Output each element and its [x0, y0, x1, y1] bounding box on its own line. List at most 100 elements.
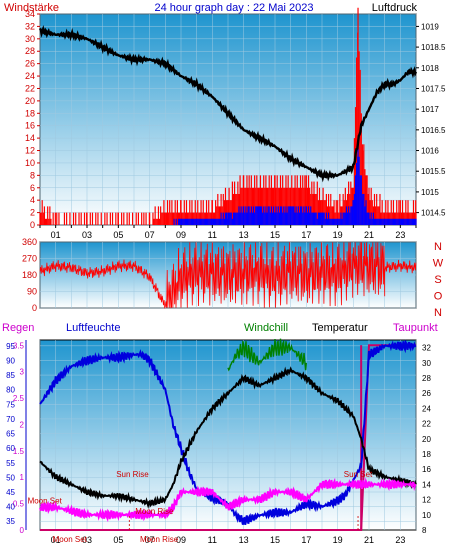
x-tick-label: 17 [301, 535, 311, 545]
rain-tick-label: 0.5 [13, 500, 25, 509]
pressure-tick-label: 1015 [421, 188, 439, 197]
wind-tick-label: 8 [30, 170, 35, 180]
rain-tick-label: 0 [20, 526, 25, 535]
sun-moon-label: Moon Set [53, 535, 88, 544]
wind-tick-label: 6 [30, 183, 35, 193]
x-tick-label: 07 [145, 230, 155, 240]
humidity-tick-label: 35 [6, 517, 15, 526]
hour-axis: 01 03 05 07 09 11 13 15 17 19 21 23 [39, 225, 417, 240]
x-tick-label: 09 [176, 230, 186, 240]
sun-moon-label: Moon Rise [135, 507, 174, 516]
x-tick-label: 15 [270, 535, 280, 545]
sun-moon-annotations: Moon Set Sun Rise Moon Rise Sun Set Moon Set… [28, 470, 373, 544]
humidity-tick-label: 40 [6, 503, 15, 512]
x-tick-label: 05 [113, 230, 123, 240]
pressure-tick-label: 1016 [421, 147, 439, 156]
pressure-tick-label: 1019 [421, 22, 439, 31]
temp-tick-label: 24 [422, 404, 431, 413]
wind-tick-label: 14 [25, 133, 35, 143]
wind-tick-label: 30 [25, 34, 35, 44]
wind-direction-series [39, 242, 417, 309]
chart-title: 24 hour graph day : 22 Mai 2023 [154, 2, 313, 14]
rain-tick-label: 3.5 [13, 341, 25, 350]
temp-tick-label: 22 [422, 420, 431, 429]
humidity-tick-label: 70 [6, 415, 15, 424]
temp-tick-label: 26 [422, 389, 431, 398]
humidity-tick-label: 55 [6, 459, 15, 468]
humidity-tick-label: 45 [6, 488, 15, 497]
rain-tick-label: 2.5 [13, 394, 25, 403]
wind-tick-label: 26 [25, 59, 35, 69]
rain-tick-label: 1 [20, 473, 25, 482]
humidity-tick-label: 75 [6, 400, 15, 409]
wind-tick-label: 34 [25, 9, 35, 19]
x-tick-label: 19 [333, 230, 343, 240]
x-tick-label: 03 [82, 535, 92, 545]
temperature-line [39, 366, 417, 510]
direction-tick-label: 270 [22, 254, 37, 264]
wind-direction-line [39, 242, 417, 309]
wind-tick-label: 24 [25, 71, 35, 81]
x-tick-label: 05 [113, 535, 123, 545]
x-tick-label: 11 [208, 230, 217, 240]
x-tick-label: 13 [239, 230, 249, 240]
windchill-line [227, 338, 307, 372]
humidity-tick-label: 50 [6, 473, 15, 482]
temp-tick-label: 28 [422, 374, 431, 383]
compass-label: O [434, 291, 443, 303]
compass-label: W [433, 258, 444, 270]
pressure-tick-label: 1017 [421, 105, 439, 114]
x-tick-label: 17 [301, 230, 311, 240]
dewpoint-line [39, 477, 417, 523]
temp-tick-label: 10 [422, 511, 431, 520]
x-tick-label: 21 [364, 535, 374, 545]
temperature-label: Temperatur [312, 322, 368, 334]
pressure-tick-label: 1017.5 [421, 84, 446, 93]
humidity-tick-label: 95 [6, 342, 15, 351]
rain-tick-label: 3 [20, 368, 25, 377]
rain-axis-title: Regen [2, 322, 34, 334]
compass-label: N [434, 307, 442, 319]
wind-tick-label: 4 [30, 195, 35, 205]
direction-tick-label: 0 [32, 303, 37, 313]
wind-tick-label: 32 [25, 21, 35, 31]
wind-tick-label: 18 [25, 108, 35, 118]
humidity-axis: 35 40 45 50 55 60 65 70 75 80 85 90 95 [6, 340, 27, 530]
wind-tick-label: 20 [25, 96, 35, 106]
compass-label: N [434, 241, 442, 253]
rain-tick-label: 2 [20, 420, 25, 429]
x-tick-label: 07 [145, 535, 155, 545]
humidity-tick-label: 65 [6, 430, 15, 439]
x-tick-label: 15 [270, 230, 280, 240]
rain-tick-label: 1.5 [13, 447, 25, 456]
wind-tick-label: 2 [30, 208, 35, 218]
temp-tick-label: 20 [422, 435, 431, 444]
sun-moon-label: Moon Rise [140, 535, 179, 544]
sun-moon-label: Sun Set [344, 470, 373, 479]
sun-moon-label: Moon Set [28, 497, 63, 506]
temp-tick-label: 12 [422, 496, 431, 505]
humidity-label: Luftfeuchte [66, 322, 120, 334]
pressure-tick-label: 1018 [421, 64, 439, 73]
temp-humidity-series [39, 338, 417, 531]
x-tick-label: 13 [239, 535, 249, 545]
wind-tick-label: 22 [25, 83, 35, 93]
pressure-tick-label: 1018.5 [421, 43, 446, 52]
x-tick-label: 23 [395, 230, 405, 240]
dewpoint-label: Taupunkt [393, 322, 438, 334]
pressure-tick-label: 1015.5 [421, 167, 446, 176]
x-tick-label: 01 [51, 230, 61, 240]
pressure-line [38, 24, 418, 183]
direction-tick-label: 180 [22, 270, 37, 280]
x-tick-label: 03 [82, 230, 92, 240]
humidity-tick-label: 90 [6, 356, 15, 365]
x-tick-label: 21 [364, 230, 374, 240]
wind-tick-label: 10 [25, 158, 35, 168]
x-tick-label: 23 [395, 535, 405, 545]
pressure-tick-label: 1016.5 [421, 126, 446, 135]
direction-tick-label: 90 [27, 287, 37, 297]
temp-tick-label: 14 [422, 480, 431, 489]
x-tick-label: 01 [51, 535, 61, 545]
x-tick-label: 11 [208, 535, 217, 545]
